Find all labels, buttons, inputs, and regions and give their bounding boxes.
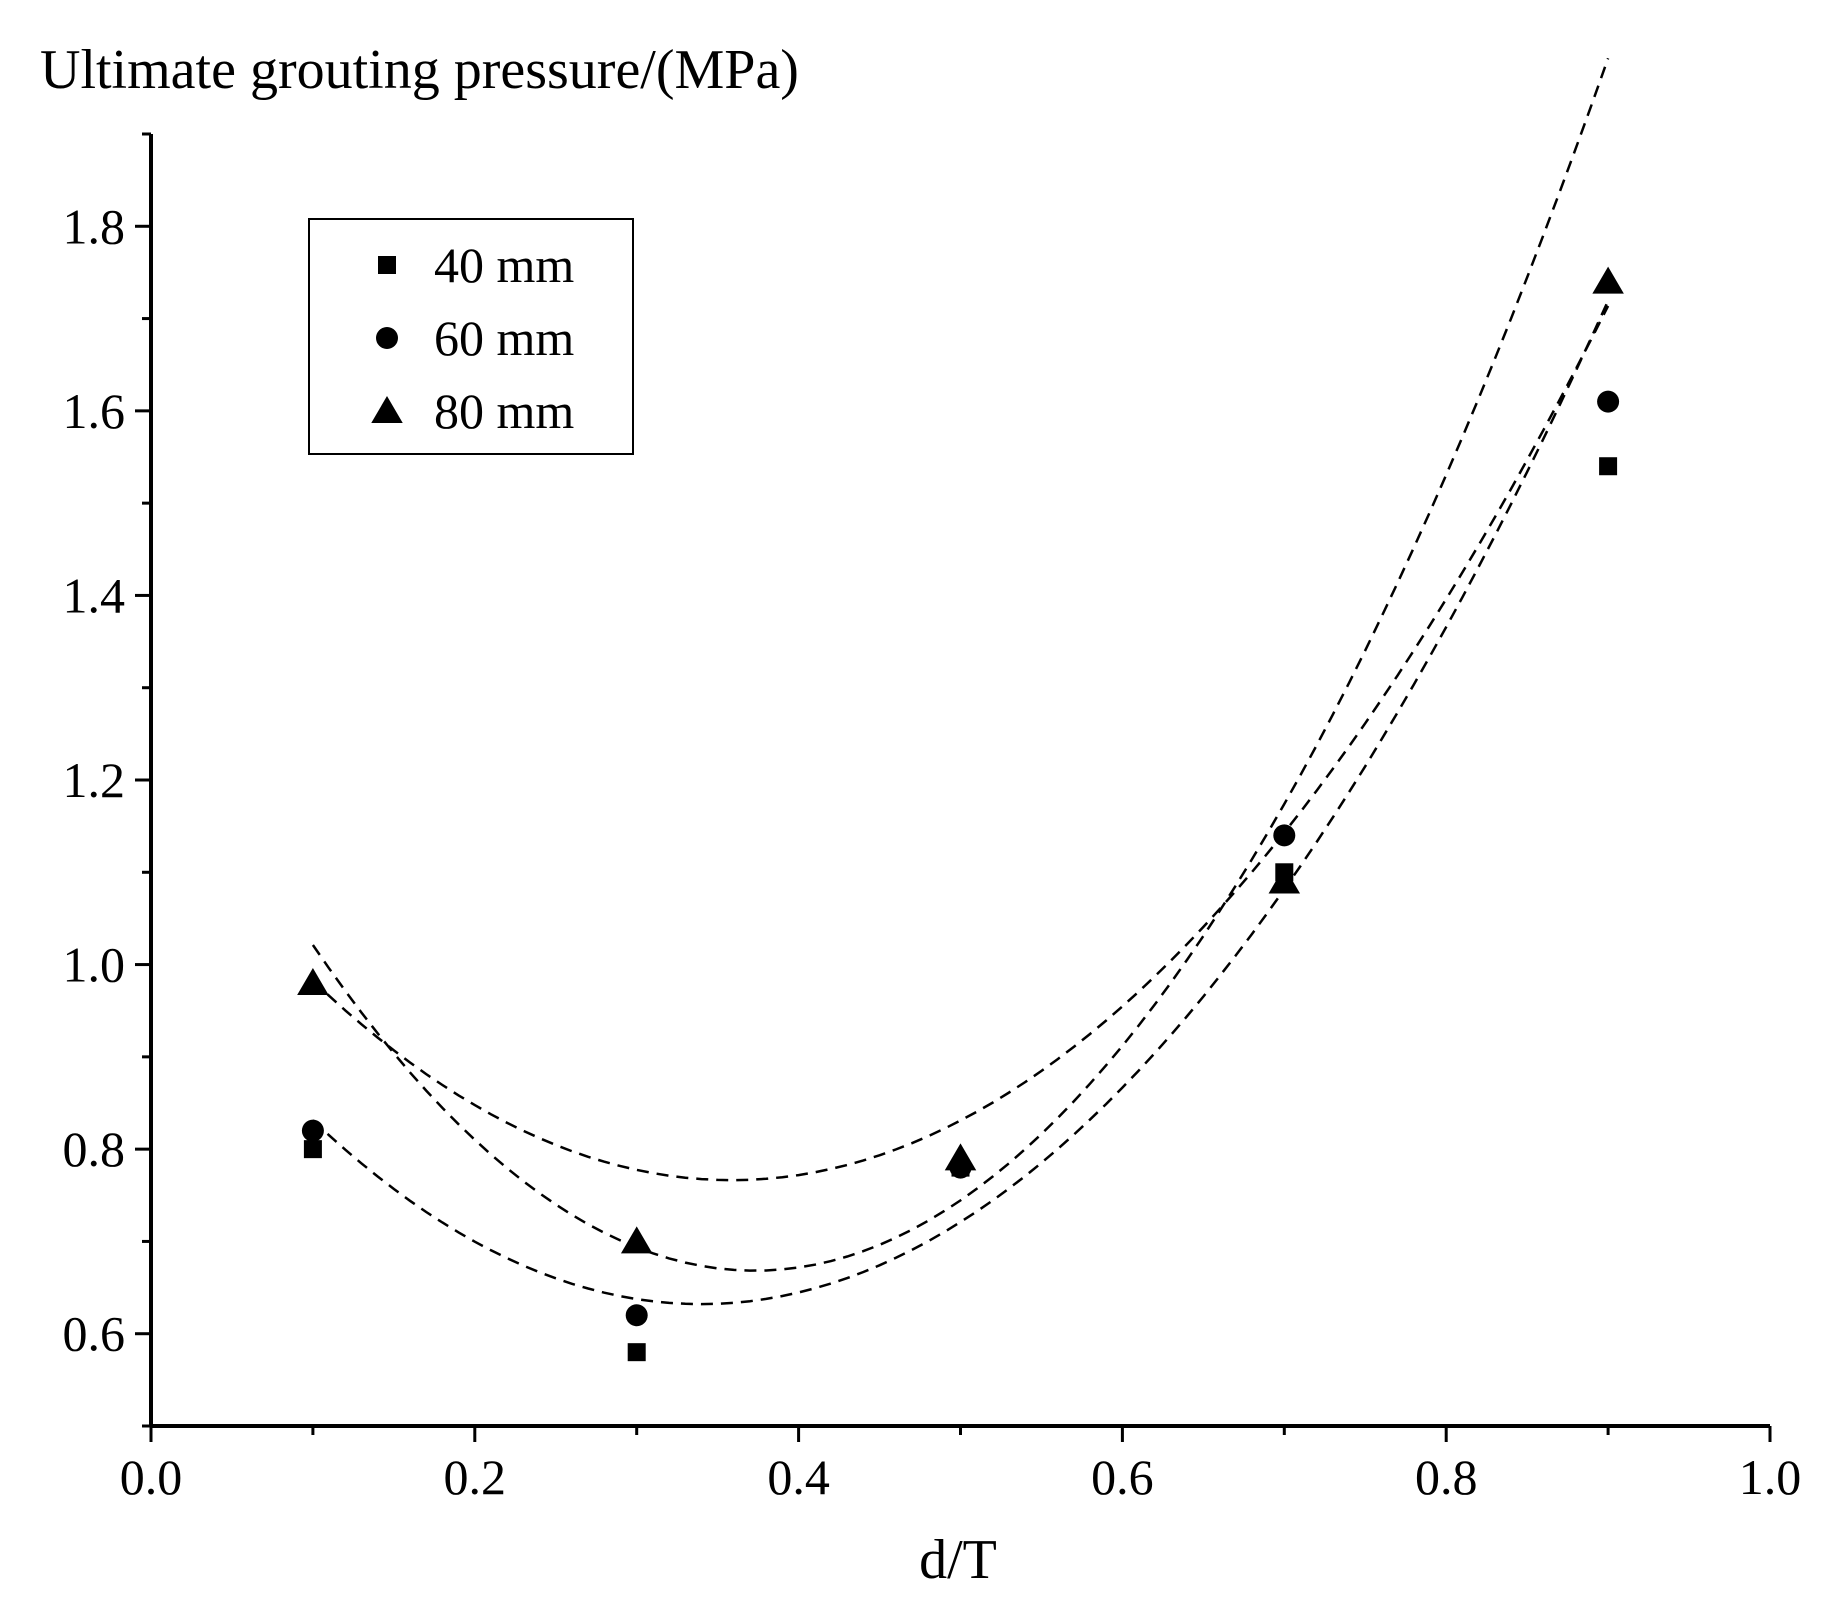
data-point-circle (625, 1304, 648, 1327)
x-tick-label: 0.2 (444, 1449, 507, 1505)
y-tick-label: 1.8 (63, 198, 126, 254)
y-tick-label: 1.0 (63, 937, 126, 993)
data-point-square (627, 1343, 646, 1362)
legend-marker-square (378, 256, 396, 274)
y-tick-label: 1.2 (63, 752, 126, 808)
data-point-circle (1273, 824, 1296, 847)
legend-marker-circle (376, 327, 398, 349)
y-tick-label: 1.6 (63, 383, 126, 439)
fit-curves (311, 57, 1610, 1306)
x-tick-label: 0.0 (120, 1449, 183, 1505)
y-tick-label: 1.4 (63, 567, 126, 623)
data-point-triangle (620, 1226, 653, 1254)
x-tick-label: 0.6 (1091, 1449, 1154, 1505)
fit-curve-60-mm (312, 300, 1610, 1306)
data-point-square (1599, 457, 1618, 476)
y-tick-label: 0.6 (63, 1306, 126, 1362)
x-tick-label: 1.0 (1739, 1449, 1802, 1505)
legend-label: 80 mm (434, 383, 574, 439)
legend: 40 mm 60 mm 80 mm (308, 218, 634, 455)
axes: 0.0 0.2 0.4 0.6 0.8 1.0 0.6 0.8 1.0 1.2 1.4 1.6 1.8 (63, 132, 1802, 1505)
y-axis-title: Ultimate grouting pressure/(MPa) (40, 39, 799, 101)
legend-marker-triangle (371, 396, 403, 423)
data-point-circle (301, 1119, 324, 1142)
legend-label: 40 mm (434, 237, 574, 293)
data-markers (297, 266, 1624, 1362)
x-tick-label: 0.8 (1415, 1449, 1478, 1505)
data-point-triangle (1592, 266, 1624, 294)
fit-curve-80-mm (311, 57, 1610, 1272)
y-tick-label: 0.8 (63, 1121, 126, 1177)
x-axis-title: d/T (919, 1529, 997, 1591)
data-point-square (303, 1140, 322, 1159)
data-point-triangle (944, 1143, 977, 1171)
data-point-triangle (1268, 866, 1301, 894)
fit-curve-40-mm (312, 305, 1610, 1182)
legend-box (308, 218, 634, 455)
data-point-triangle (297, 968, 329, 996)
legend-label: 60 mm (434, 310, 574, 366)
x-tick-label: 0.4 (767, 1449, 830, 1505)
data-point-circle (1597, 390, 1620, 413)
